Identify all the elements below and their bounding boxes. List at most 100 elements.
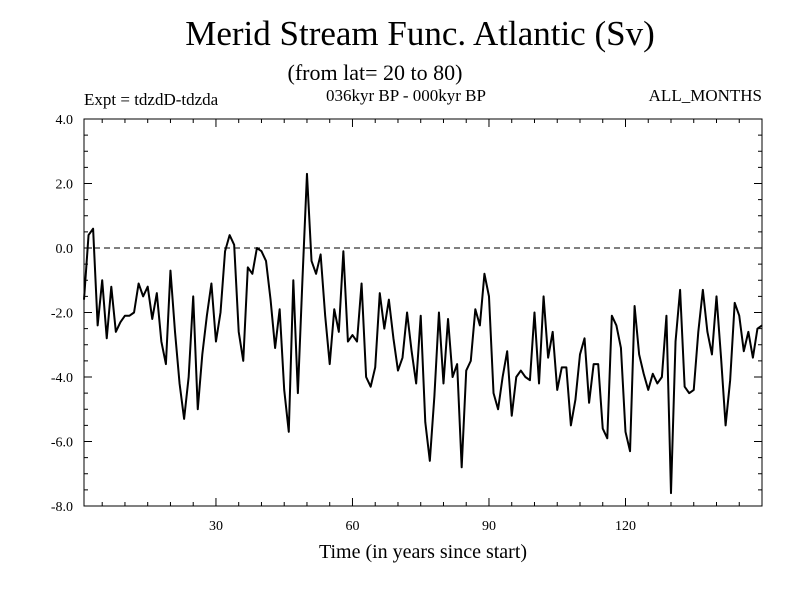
data-point — [470, 360, 472, 362]
data-point — [260, 250, 263, 252]
data-point — [360, 282, 363, 285]
y-tick-label: 4.0 — [56, 113, 74, 128]
data-point — [174, 331, 176, 333]
data-point — [92, 228, 94, 230]
data-point — [729, 379, 731, 381]
data-point — [647, 389, 649, 391]
x-tick-labels: 30 60 90 120 — [209, 519, 636, 534]
data-point — [156, 292, 158, 294]
data-point — [219, 311, 222, 314]
data-point — [420, 315, 422, 317]
data-point — [643, 373, 645, 375]
data-point — [379, 292, 381, 294]
y-tick-label: 0.0 — [56, 242, 74, 257]
data-point — [511, 415, 513, 417]
data-point — [492, 392, 495, 394]
data-point — [556, 389, 558, 391]
data-point — [465, 369, 467, 372]
data-point — [297, 392, 299, 394]
data-point — [188, 376, 190, 378]
y-tick-labels: 4.0 2.0 0.0 -2.0 -4.0 -6.0 -8.0 — [51, 113, 73, 515]
data-point — [533, 311, 536, 314]
data-point — [506, 350, 508, 352]
data-point — [483, 273, 486, 275]
x-tick-label: 120 — [615, 519, 636, 534]
data-point — [110, 286, 112, 288]
data-point — [265, 260, 267, 262]
data-point — [224, 250, 226, 252]
data-point — [115, 331, 117, 333]
data-point — [406, 311, 408, 314]
data-point — [315, 273, 317, 275]
plot-frame — [83, 118, 763, 507]
data-point — [183, 418, 185, 420]
data-points — [83, 173, 763, 494]
data-point — [201, 353, 203, 356]
data-point — [251, 273, 253, 275]
data-point — [743, 350, 745, 352]
data-point — [292, 279, 294, 281]
data-point — [574, 398, 577, 401]
data-point — [497, 408, 499, 410]
data-point — [565, 366, 567, 368]
data-point — [301, 279, 304, 281]
months-label: ALL_MONTHS — [648, 86, 762, 105]
data-point — [87, 234, 90, 236]
data-point — [451, 376, 454, 378]
data-point — [597, 363, 599, 365]
data-point — [552, 331, 554, 333]
data-point — [160, 340, 162, 343]
data-point — [438, 311, 440, 314]
data-point — [615, 324, 617, 326]
data-point — [351, 334, 354, 336]
data-point — [415, 382, 417, 385]
data-point — [447, 318, 449, 320]
data-point — [433, 395, 435, 397]
data-point — [197, 408, 199, 410]
data-point — [488, 295, 490, 297]
data-point — [570, 424, 572, 426]
data-point — [229, 234, 231, 236]
data-point — [138, 282, 140, 285]
data-point — [752, 357, 754, 359]
data-point — [233, 244, 235, 246]
data-point — [624, 431, 627, 433]
data-point — [674, 340, 677, 343]
data-point — [606, 437, 608, 439]
data-point — [388, 299, 390, 301]
data-point — [738, 315, 740, 317]
data-point — [583, 337, 586, 339]
y-tick-label: -4.0 — [51, 371, 73, 386]
data-point — [656, 382, 658, 385]
data-point — [524, 376, 526, 378]
data-point — [206, 315, 208, 317]
x-tick-label: 30 — [209, 519, 223, 534]
data-point — [474, 308, 476, 310]
data-point — [715, 295, 718, 297]
data-point — [529, 379, 531, 381]
data-point — [151, 318, 153, 320]
data-point — [210, 282, 213, 285]
data-point — [347, 340, 349, 343]
data-point — [288, 431, 290, 433]
data-point — [515, 376, 517, 378]
data-point — [411, 350, 413, 352]
y-tick-label: -8.0 — [51, 500, 73, 515]
series-line — [83, 172, 763, 495]
data-point — [734, 302, 736, 304]
x-tick-label: 90 — [482, 519, 496, 534]
data-point — [429, 460, 431, 462]
data-point — [456, 363, 458, 365]
y-tick-label: -6.0 — [51, 436, 73, 451]
data-point — [684, 386, 686, 388]
data-point — [401, 357, 404, 359]
data-point — [374, 366, 376, 368]
data-point — [702, 289, 704, 291]
data-point — [747, 331, 749, 333]
data-point — [397, 369, 399, 372]
data-point — [761, 324, 763, 326]
data-point — [169, 269, 172, 272]
y-tick-label: 2.0 — [56, 178, 74, 193]
data-point — [338, 331, 340, 333]
data-point — [588, 402, 590, 404]
